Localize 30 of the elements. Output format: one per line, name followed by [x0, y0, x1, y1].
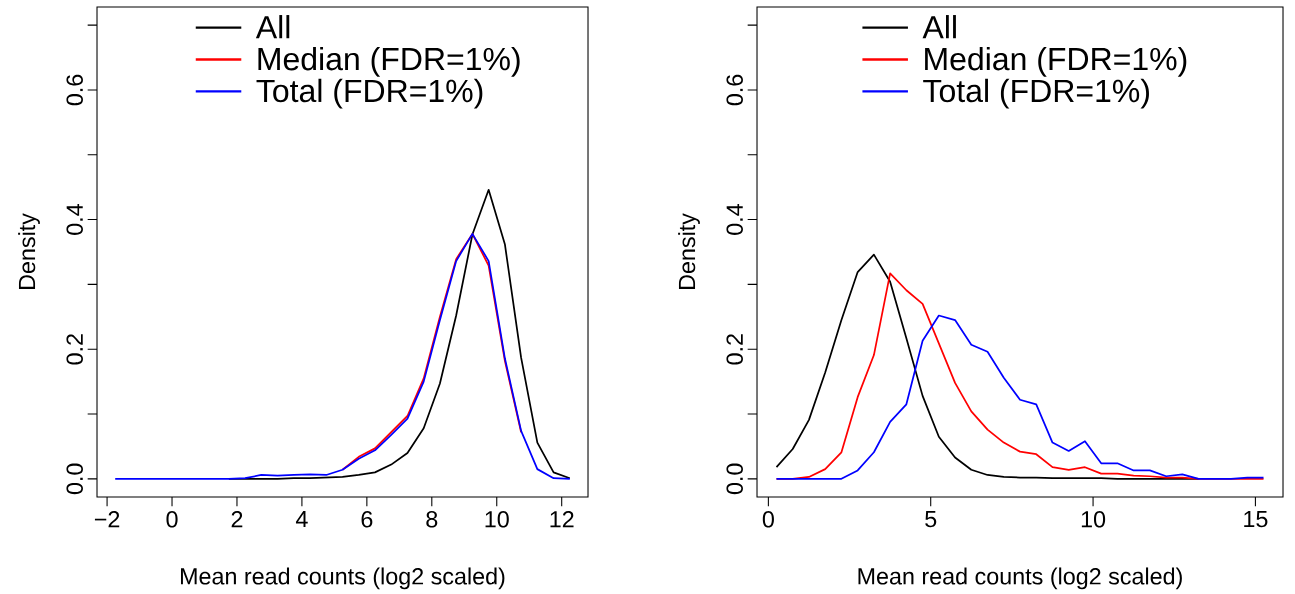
- y-tick-label: 0.0: [66, 463, 83, 495]
- x-tick-label: 6: [361, 511, 373, 528]
- x-tick-label: −2: [94, 511, 120, 528]
- x-tick-label: 15: [1244, 511, 1268, 528]
- y-tick-label: 0.4: [66, 204, 83, 235]
- x-tick-label: 12: [550, 511, 574, 528]
- legend-label: Median (FDR=1%): [925, 46, 1187, 77]
- x-tick-label: 5: [925, 511, 937, 528]
- x-tick-label: 0: [166, 511, 178, 528]
- legend-label: Total (FDR=1%): [923, 78, 1149, 109]
- y-tick-label: 0.2: [66, 334, 83, 365]
- y-axis-title: Density: [678, 213, 700, 289]
- legend-label: Total (FDR=1%): [256, 78, 483, 109]
- x-tick-label: 10: [485, 511, 509, 528]
- y-tick-label: 0.0: [726, 463, 743, 495]
- y-tick-label: 0.4: [726, 204, 743, 235]
- y-tick-label: 0.6: [726, 74, 743, 106]
- x-axis-title: Mean read counts (log2 scaled): [181, 567, 505, 590]
- x-tick-label: 10: [1081, 511, 1106, 528]
- y-tick-label: 0.2: [726, 334, 743, 365]
- x-tick-label: 4: [295, 511, 308, 528]
- legend-label: All: [255, 15, 290, 39]
- x-tick-label: 8: [426, 511, 438, 528]
- legend-label: All: [922, 15, 956, 39]
- legend-label: Median (FDR=1%): [258, 46, 520, 77]
- y-tick-label: 0.6: [66, 74, 83, 106]
- x-tick-label: 0: [762, 511, 774, 528]
- x-axis-title: Mean read counts (log2 scaled): [858, 567, 1182, 590]
- y-axis-title: Density: [18, 213, 40, 289]
- x-tick-label: 2: [231, 511, 243, 528]
